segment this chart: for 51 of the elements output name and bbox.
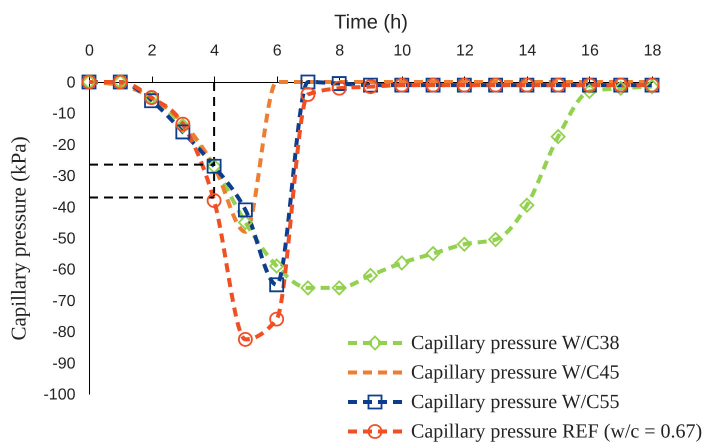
point — [175, 124, 190, 140]
point — [300, 280, 316, 296]
point — [613, 80, 628, 96]
y-tick-label: -20 — [52, 136, 76, 154]
x-tick-label: 10 — [393, 42, 412, 60]
y-tick-label: -60 — [52, 262, 76, 279]
y-tick-label: -30 — [52, 168, 76, 186]
x-tick-label: 6 — [272, 42, 282, 60]
y-tick-label: -10 — [52, 106, 76, 123]
x-tick-label: 18 — [644, 42, 662, 60]
point — [456, 236, 472, 252]
point — [332, 280, 347, 296]
y-tick-label: -100 — [43, 386, 76, 404]
point — [206, 193, 222, 208]
x-tick-label: 12 — [456, 42, 474, 60]
point — [238, 332, 253, 347]
x-tick-label: 4 — [210, 42, 220, 60]
point — [238, 202, 253, 218]
point — [426, 246, 440, 262]
point — [582, 84, 597, 99]
point — [269, 312, 284, 327]
legend-label: Capillary pressure W/C55 — [411, 391, 620, 413]
point — [144, 93, 159, 108]
x-tick-label: 2 — [148, 42, 157, 60]
point — [394, 256, 410, 270]
x-tick-label: 14 — [518, 42, 536, 60]
point — [519, 198, 534, 213]
y-tick-label: -90 — [52, 355, 76, 372]
x-tick-label: 16 — [581, 42, 599, 60]
point — [550, 129, 566, 144]
point — [238, 214, 253, 230]
point — [332, 80, 347, 96]
legend-label: Capillary pressure W/C38 — [411, 332, 620, 354]
y-tick-label: -70 — [52, 292, 76, 310]
y-tick-label: -50 — [52, 230, 76, 248]
y-tick-label: 0 — [66, 74, 76, 92]
x-axis-title: Time (h) — [334, 12, 408, 34]
legend-label: Capillary pressure REF (w/c = 0.67) — [411, 420, 702, 442]
y-axis-title: Capillary pressure (kPa) — [6, 136, 30, 341]
point — [269, 277, 284, 292]
legend-label: Capillary pressure W/C45 — [411, 362, 620, 384]
point — [488, 232, 504, 247]
x-tick-label: 0 — [85, 42, 94, 60]
point — [363, 268, 378, 283]
point — [300, 87, 316, 102]
point — [300, 74, 316, 90]
y-tick-label: -80 — [52, 324, 76, 342]
point — [269, 258, 284, 274]
y-tick-label: -40 — [52, 199, 76, 216]
point — [332, 76, 347, 91]
x-tick-label: 8 — [335, 42, 344, 60]
